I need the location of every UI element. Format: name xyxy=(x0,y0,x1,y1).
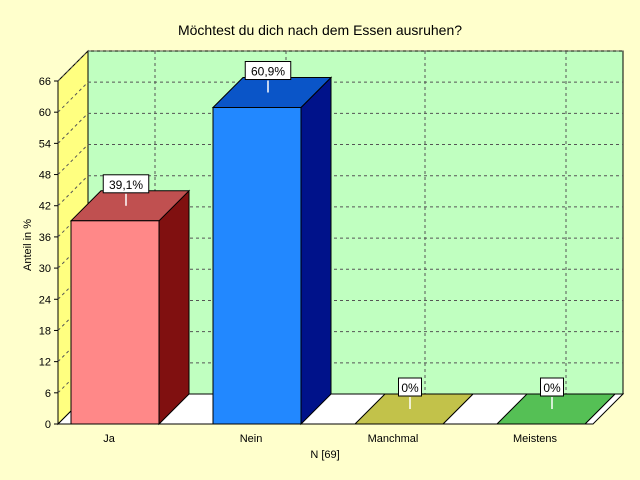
gridline-side xyxy=(57,300,89,331)
y-tick-label: 6 xyxy=(45,388,51,400)
data-label: 39,1% xyxy=(109,178,143,192)
bar-side xyxy=(158,189,190,426)
y-tick-label: 42 xyxy=(39,201,51,213)
category-label: Manchmal xyxy=(368,433,419,445)
data-label: 0% xyxy=(401,381,419,395)
bars xyxy=(69,76,617,426)
gridline-side xyxy=(57,81,89,113)
y-axis-ticks: 0 6 12 18 24 30 36 42 48 54 60 66 xyxy=(39,76,58,431)
data-label-box xyxy=(540,377,564,397)
y-tick-label: 30 xyxy=(39,263,51,275)
y-tick-label: 24 xyxy=(39,294,51,306)
gridline-side xyxy=(57,113,89,144)
y-tick-label: 12 xyxy=(39,357,51,369)
category-labels: Ja Nein Manchmal Meistens xyxy=(103,433,557,445)
bar-top xyxy=(495,393,617,425)
y-tick-label: 0 xyxy=(45,419,51,431)
bar-nein xyxy=(212,107,302,425)
x-axis-label: N [69] xyxy=(310,449,339,461)
category-label: Ja xyxy=(103,433,116,445)
y-tick-label: 36 xyxy=(39,232,51,244)
data-label: 60,9% xyxy=(251,65,285,79)
y-axis-label: Anteil in % xyxy=(22,219,34,271)
bar-top xyxy=(353,393,475,425)
chart-title: Möchtest du dich nach dem Essen ausruhen… xyxy=(178,22,462,38)
data-label-box xyxy=(244,61,292,81)
bar-side xyxy=(300,76,332,426)
gridline-side xyxy=(57,50,89,82)
data-label-box xyxy=(102,174,150,194)
y-tick-label: 48 xyxy=(39,170,51,182)
gridline-side xyxy=(57,268,89,300)
y-tick-label: 60 xyxy=(39,107,51,119)
gridline-side xyxy=(57,175,89,207)
category-label: Nein xyxy=(240,433,263,445)
y-tick-label: 54 xyxy=(39,138,51,150)
data-label: 0% xyxy=(543,381,561,395)
gridline-side xyxy=(57,144,89,175)
y-tick-label: 66 xyxy=(39,76,51,88)
data-label-box xyxy=(398,377,422,397)
gridline-side xyxy=(57,331,89,362)
gridline-side xyxy=(57,237,89,269)
category-label: Meistens xyxy=(513,433,558,445)
gridline-side xyxy=(57,362,89,394)
y-tick-label: 18 xyxy=(39,325,51,337)
gridline-side xyxy=(57,206,89,238)
gridlines xyxy=(57,50,623,394)
bar-ja xyxy=(70,220,160,425)
data-labels: 39,1% 60,9% 0% 0% xyxy=(102,61,564,409)
